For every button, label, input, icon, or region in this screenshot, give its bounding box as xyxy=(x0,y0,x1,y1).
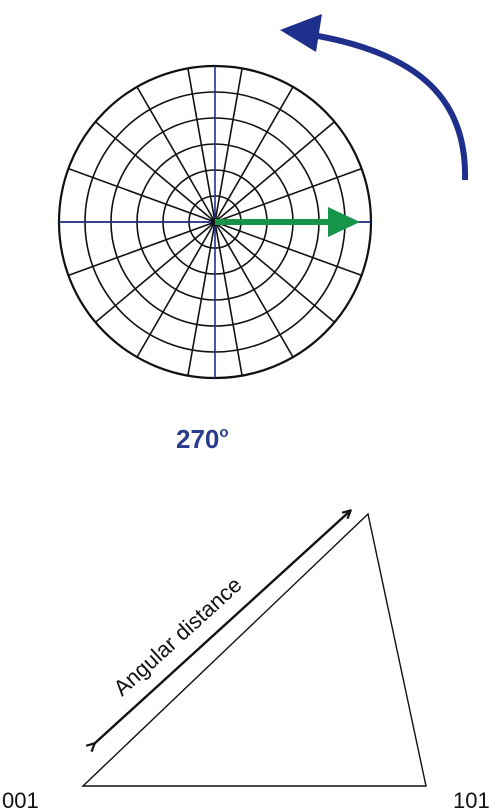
angular-distance-label: Angular distance xyxy=(109,572,247,701)
right-arrow-icon xyxy=(215,207,360,237)
polar-spoke xyxy=(187,68,216,223)
rotation-angle-value: 270 xyxy=(176,424,219,454)
polar-spoke xyxy=(214,221,243,376)
polar-spoke xyxy=(68,221,216,277)
polar-spoke xyxy=(214,221,294,358)
polar-spoke xyxy=(214,221,362,277)
polar-spoke xyxy=(214,221,336,323)
polar-net xyxy=(57,64,373,380)
rotation-angle-degree: o xyxy=(219,424,228,441)
corner-label-001: 001 xyxy=(2,788,39,812)
corner-label-101: 101 xyxy=(453,788,490,812)
polar-spoke xyxy=(187,221,216,376)
polar-spoke xyxy=(94,221,216,323)
polar-spoke xyxy=(94,121,216,223)
curved-arrow-icon xyxy=(280,14,469,181)
rotation-angle-label: 270o xyxy=(176,424,229,454)
polar-spoke xyxy=(136,221,216,358)
angular-distance-arrow xyxy=(94,511,350,744)
polar-spoke xyxy=(136,86,216,223)
stereographic-triangle xyxy=(81,512,427,787)
polar-spoke xyxy=(214,68,243,223)
polar-spoke xyxy=(214,86,294,223)
polar-spoke xyxy=(214,121,336,223)
polar-spoke xyxy=(214,167,362,223)
polar-spoke xyxy=(68,167,216,223)
